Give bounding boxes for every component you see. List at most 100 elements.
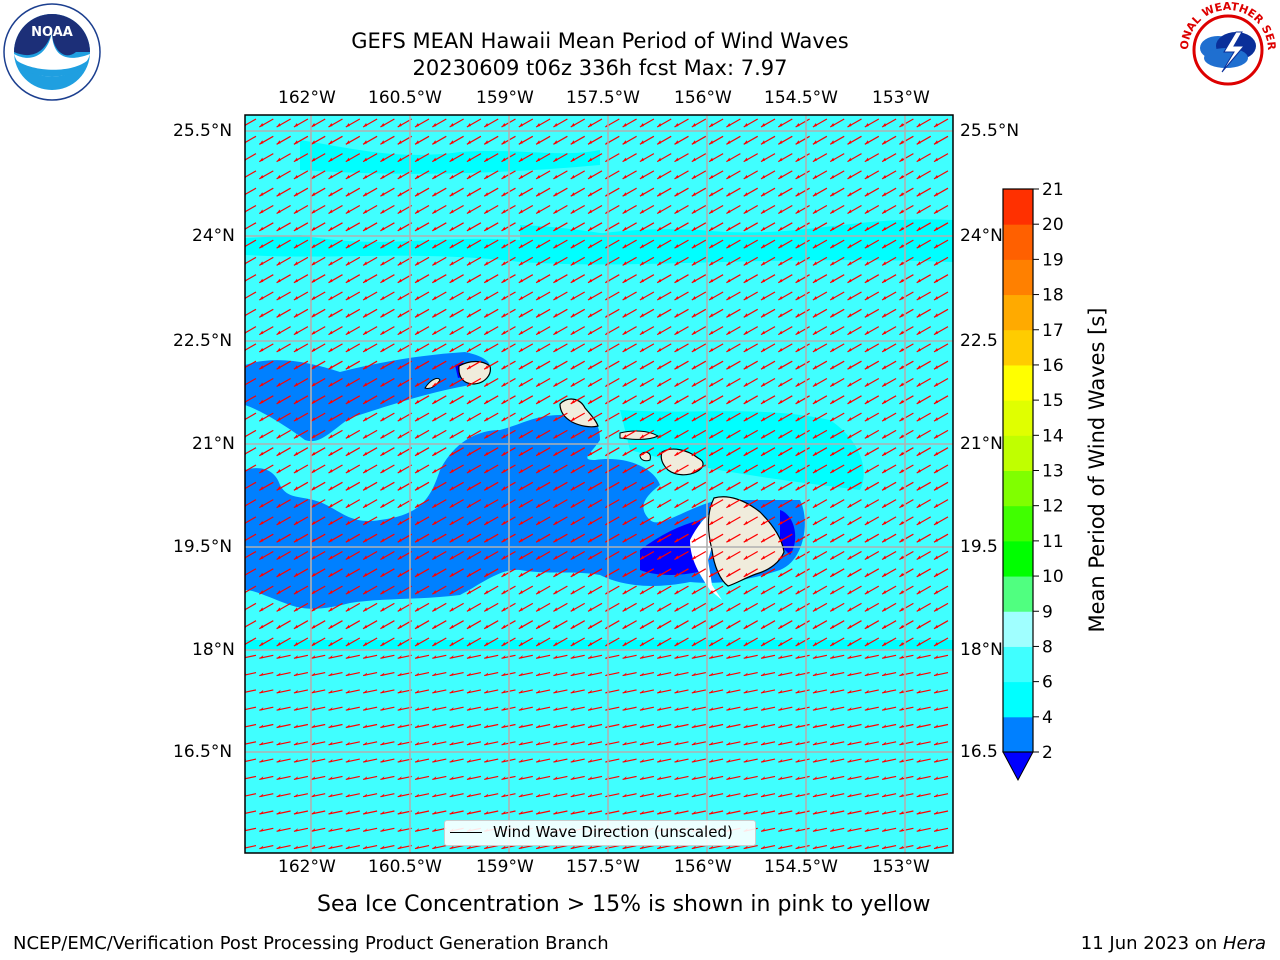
wave-direction-arrowhead	[709, 244, 714, 249]
wave-direction-arrowhead	[345, 261, 350, 266]
wave-direction-arrowhead	[882, 624, 887, 629]
wave-direction-arrowhead	[726, 399, 731, 404]
wave-direction-arrowhead	[397, 538, 402, 543]
wave-direction-arrowhead	[311, 382, 316, 387]
wave-direction-arrowhead	[639, 434, 644, 439]
wave-direction-arrowhead	[691, 434, 696, 439]
wave-direction-arrowhead	[536, 793, 541, 797]
wave-direction-arrow	[245, 291, 257, 299]
wave-direction-arrowhead	[726, 811, 731, 814]
wave-direction-arrowhead	[830, 434, 835, 439]
wave-direction-arrowhead	[847, 503, 852, 508]
wave-direction-arrowhead	[501, 330, 506, 335]
wave-direction-arrowhead	[622, 793, 627, 797]
wave-direction-arrowhead	[864, 776, 869, 780]
wave-direction-arrowhead	[518, 759, 523, 763]
wave-direction-arrowhead	[363, 399, 368, 404]
wave-direction-arrowhead	[553, 296, 558, 300]
wave-direction-arrowhead	[657, 811, 662, 814]
wave-direction-arrowhead	[363, 486, 368, 491]
wave-direction-arrowhead	[812, 793, 817, 797]
wave-direction-arrowhead	[674, 226, 679, 231]
wave-direction-arrowhead	[674, 278, 679, 283]
wave-direction-arrowhead	[311, 192, 316, 197]
wave-direction-arrowhead	[501, 689, 506, 693]
wave-direction-arrowhead	[830, 399, 835, 404]
wave-direction-arrowhead	[934, 811, 938, 814]
wave-direction-arrowhead	[743, 689, 748, 693]
wave-direction-arrowhead	[570, 244, 575, 249]
wave-direction-arrowhead	[501, 174, 506, 179]
wave-direction-arrowhead	[743, 192, 748, 197]
wave-direction-arrowhead	[812, 330, 817, 335]
wave-direction-arrowhead	[864, 741, 869, 745]
wave-direction-arrowhead	[328, 434, 333, 439]
wave-direction-arrowhead	[449, 520, 454, 525]
wave-direction-arrowhead	[639, 123, 644, 127]
wave-direction-arrowhead	[657, 296, 662, 300]
wave-direction-arrowhead	[795, 759, 800, 763]
wave-direction-arrowhead	[726, 434, 731, 439]
lat-tick-right: 25.5°N	[960, 121, 1020, 141]
wave-direction-arrowhead	[259, 278, 264, 283]
wave-direction-arrowhead	[553, 382, 558, 387]
colorbar-tick-label: 10	[1042, 567, 1064, 587]
wave-direction-arrowhead	[501, 192, 506, 197]
wave-direction-arrowhead	[466, 261, 471, 266]
wave-direction-arrowhead	[761, 434, 765, 439]
wave-direction-arrowhead	[553, 399, 558, 404]
wave-direction-arrowhead	[397, 365, 402, 370]
wave-direction-arrowhead	[812, 759, 817, 763]
wave-direction-arrowhead	[691, 469, 696, 473]
wave-direction-arrowhead	[639, 724, 644, 728]
wave-direction-arrowhead	[570, 741, 575, 745]
wave-direction-arrowhead	[899, 486, 904, 491]
wave-direction-arrowhead	[432, 469, 437, 473]
wave-direction-arrowhead	[536, 278, 541, 283]
wave-direction-arrowhead	[882, 555, 887, 560]
wave-direction-arrowhead	[501, 226, 506, 231]
wave-direction-arrowhead	[293, 296, 298, 300]
wave-direction-arrowhead	[795, 776, 800, 780]
wave-direction-arrowhead	[743, 672, 748, 676]
wave-direction-arrowhead	[709, 672, 714, 676]
wave-direction-arrowhead	[899, 399, 904, 404]
wave-direction-arrowhead	[934, 157, 938, 162]
wave-direction-arrowhead	[397, 244, 402, 249]
wave-direction-arrowhead	[518, 672, 523, 676]
wave-direction-arrowhead	[518, 520, 523, 525]
wave-direction-arrowhead	[553, 278, 558, 283]
wave-direction-arrowhead	[899, 555, 904, 560]
wave-direction-arrowhead	[259, 845, 264, 849]
wave-direction-arrowhead	[622, 672, 627, 676]
wave-direction-arrowhead	[553, 624, 558, 629]
wave-direction-arrowhead	[847, 845, 852, 849]
wave-direction-arrowhead	[812, 209, 817, 214]
wave-direction-arrowhead	[761, 469, 765, 473]
wave-direction-arrowhead	[864, 209, 869, 214]
wave-direction-arrowhead	[622, 278, 627, 283]
wave-direction-arrowhead	[795, 590, 800, 595]
wave-direction-arrowhead	[397, 572, 402, 577]
wave-direction-arrowhead	[415, 759, 419, 763]
wave-direction-arrowhead	[743, 174, 748, 179]
wave-direction-arrowhead	[570, 174, 575, 179]
wave-direction-arrowhead	[916, 793, 921, 797]
wave-direction-arrowhead	[709, 261, 714, 266]
wave-direction-arrowhead	[830, 261, 835, 266]
wave-direction-arrowhead	[588, 469, 592, 473]
wave-direction-arrowhead	[484, 382, 489, 387]
wave-direction-arrowhead	[830, 123, 835, 127]
wave-direction-arrowhead	[501, 607, 506, 612]
wave-direction-arrowhead	[778, 140, 783, 145]
wave-direction-arrowhead	[311, 365, 316, 370]
wave-direction-arrowhead	[380, 209, 385, 214]
wave-direction-arrowhead	[449, 174, 454, 179]
wave-direction-arrowhead	[380, 226, 385, 231]
wave-direction-arrowhead	[449, 434, 454, 439]
wave-direction-arrowhead	[674, 724, 679, 728]
wave-direction-arrowhead	[397, 278, 402, 283]
wave-direction-arrowhead	[674, 174, 679, 179]
wave-direction-arrowhead	[380, 759, 385, 763]
wave-direction-arrowhead	[847, 520, 852, 525]
